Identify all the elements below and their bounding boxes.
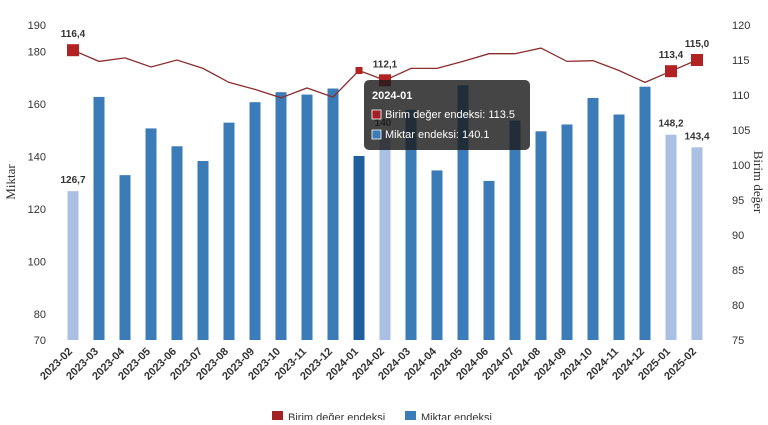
right-axis-tick-label: 120 (732, 20, 750, 32)
bar-miktar-2023-11[interactable] (301, 94, 313, 340)
bar-miktar-2024-07[interactable] (509, 120, 521, 340)
bar-miktar-2023-05[interactable] (145, 128, 157, 340)
left-axis-tick-label: 70 (34, 335, 46, 347)
legend-swatch (405, 411, 416, 422)
bar-data-label: 126,7 (60, 175, 85, 186)
bar-miktar-2023-02[interactable] (67, 191, 79, 340)
bar-miktar-2024-03[interactable] (405, 109, 417, 340)
bar-miktar-2024-02[interactable] (379, 131, 391, 340)
bar-miktar-2025-02[interactable] (691, 147, 703, 340)
bar-miktar-2024-10[interactable] (587, 97, 599, 340)
bar-miktar-2024-06[interactable] (483, 180, 495, 340)
line-marker-2023-02[interactable] (67, 44, 79, 57)
left-axis-tick-label: 140 (28, 151, 46, 163)
bar-miktar-2024-04[interactable] (431, 170, 443, 340)
line-data-label: 115,0 (685, 39, 710, 50)
legend-item-label: Miktar endeksi (421, 412, 492, 420)
bar-miktar-2023-12[interactable] (327, 88, 339, 341)
left-axis-tick-label: 120 (28, 204, 46, 216)
bar-miktar-2024-01[interactable] (353, 155, 365, 340)
right-axis-title: Birim değer (751, 151, 766, 214)
bar-miktar-2023-08[interactable] (223, 122, 235, 341)
bar-miktar-2024-12[interactable] (639, 86, 651, 340)
bar-miktar-2023-09[interactable] (249, 102, 261, 340)
line-data-label: 113,4 (659, 50, 684, 61)
bar-miktar-2023-06[interactable] (171, 146, 183, 340)
bar-miktar-2025-01[interactable] (665, 134, 677, 340)
legend-swatch (272, 411, 283, 422)
left-axis-tick-label: 190 (28, 20, 46, 32)
bar-miktar-2024-09[interactable] (561, 124, 573, 340)
right-axis-tick-label: 115 (732, 55, 750, 67)
tooltip-swatch (371, 109, 382, 120)
line-marker-active[interactable] (355, 67, 363, 74)
bar-miktar-2024-11[interactable] (613, 114, 625, 340)
right-axis-tick-label: 75 (732, 335, 744, 347)
bar-miktar-2023-07[interactable] (197, 160, 209, 340)
tooltip-row: Birim değer endeksi: 113.5 (385, 109, 515, 121)
bar-miktar-2023-04[interactable] (119, 175, 131, 340)
bar-miktar-2024-08[interactable] (535, 131, 547, 340)
right-axis-tick-label: 85 (732, 265, 744, 277)
right-axis-tick-label: 90 (732, 230, 744, 242)
legend-item-label: Birim değer endeksi (288, 412, 385, 420)
tooltip-row: Miktar endeksi: 140.1 (385, 129, 490, 141)
tooltip (364, 80, 530, 150)
left-axis-title: Miktar (3, 164, 18, 200)
right-axis-tick-label: 100 (732, 160, 750, 172)
bar-data-label: 143,4 (684, 131, 709, 142)
right-axis-tick-label: 110 (732, 90, 750, 102)
line-data-label: 112,1 (373, 59, 398, 70)
tooltip-swatch (371, 129, 382, 140)
left-axis-tick-label: 160 (28, 99, 46, 111)
left-axis-tick-label: 180 (28, 46, 46, 58)
line-marker-2025-01[interactable] (665, 65, 677, 78)
line-marker-2025-02[interactable] (691, 54, 703, 66)
left-axis-tick-label: 80 (34, 309, 46, 321)
right-axis-tick-label: 95 (732, 195, 744, 207)
line-data-label: 116,4 (61, 29, 86, 40)
tooltip-title: 2024-01 (372, 90, 412, 102)
bar-miktar-2023-10[interactable] (275, 92, 287, 340)
bar-miktar-2023-03[interactable] (93, 96, 105, 340)
right-axis-tick-label: 80 (732, 300, 744, 312)
left-axis-tick-label: 100 (28, 256, 46, 268)
right-axis-tick-label: 105 (732, 125, 750, 137)
bar-data-label: 148,2 (658, 119, 683, 130)
bar-miktar-2024-05[interactable] (457, 85, 469, 340)
